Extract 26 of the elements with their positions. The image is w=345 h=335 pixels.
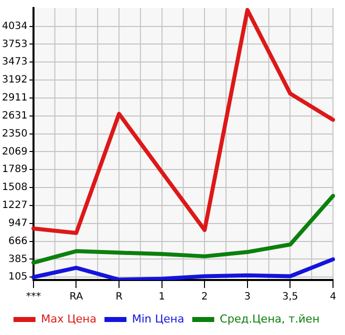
- y-tick-label: 2911: [2, 92, 28, 104]
- x-tick-label: 1: [158, 292, 166, 303]
- x-tick-label: 2: [201, 292, 208, 303]
- x-tick-label: 3,5: [282, 292, 298, 303]
- x-tick-label: 3: [244, 292, 251, 303]
- y-tick-label: 666: [8, 236, 28, 247]
- y-tick-label: 105: [8, 272, 28, 283]
- y-tick-label: 2631: [2, 110, 28, 122]
- x-tick-label: R: [116, 292, 123, 303]
- legend-label: Max Цена: [40, 312, 96, 326]
- x-tick-label: 4: [330, 292, 336, 303]
- y-tick-label: 3192: [2, 74, 28, 86]
- y-tick-label: 947: [8, 218, 28, 229]
- y-tick-label: 3473: [2, 56, 28, 68]
- y-tick-label: 2350: [2, 128, 28, 140]
- y-tick-label: 1227: [2, 200, 28, 212]
- y-tick-label: 1508: [2, 182, 28, 194]
- x-tick-label: ***: [26, 292, 41, 303]
- legend-label: Сред.Цена, т.йен: [220, 312, 320, 326]
- y-tick-label: 1789: [2, 164, 28, 176]
- y-tick-label: 2069: [2, 146, 28, 158]
- legend-label: Min Цена: [132, 312, 184, 326]
- x-tick-label: RA: [70, 292, 84, 303]
- y-tick-label: 385: [8, 254, 28, 265]
- y-tick-label: 3753: [2, 38, 28, 50]
- y-tick-label: 4034: [2, 20, 28, 32]
